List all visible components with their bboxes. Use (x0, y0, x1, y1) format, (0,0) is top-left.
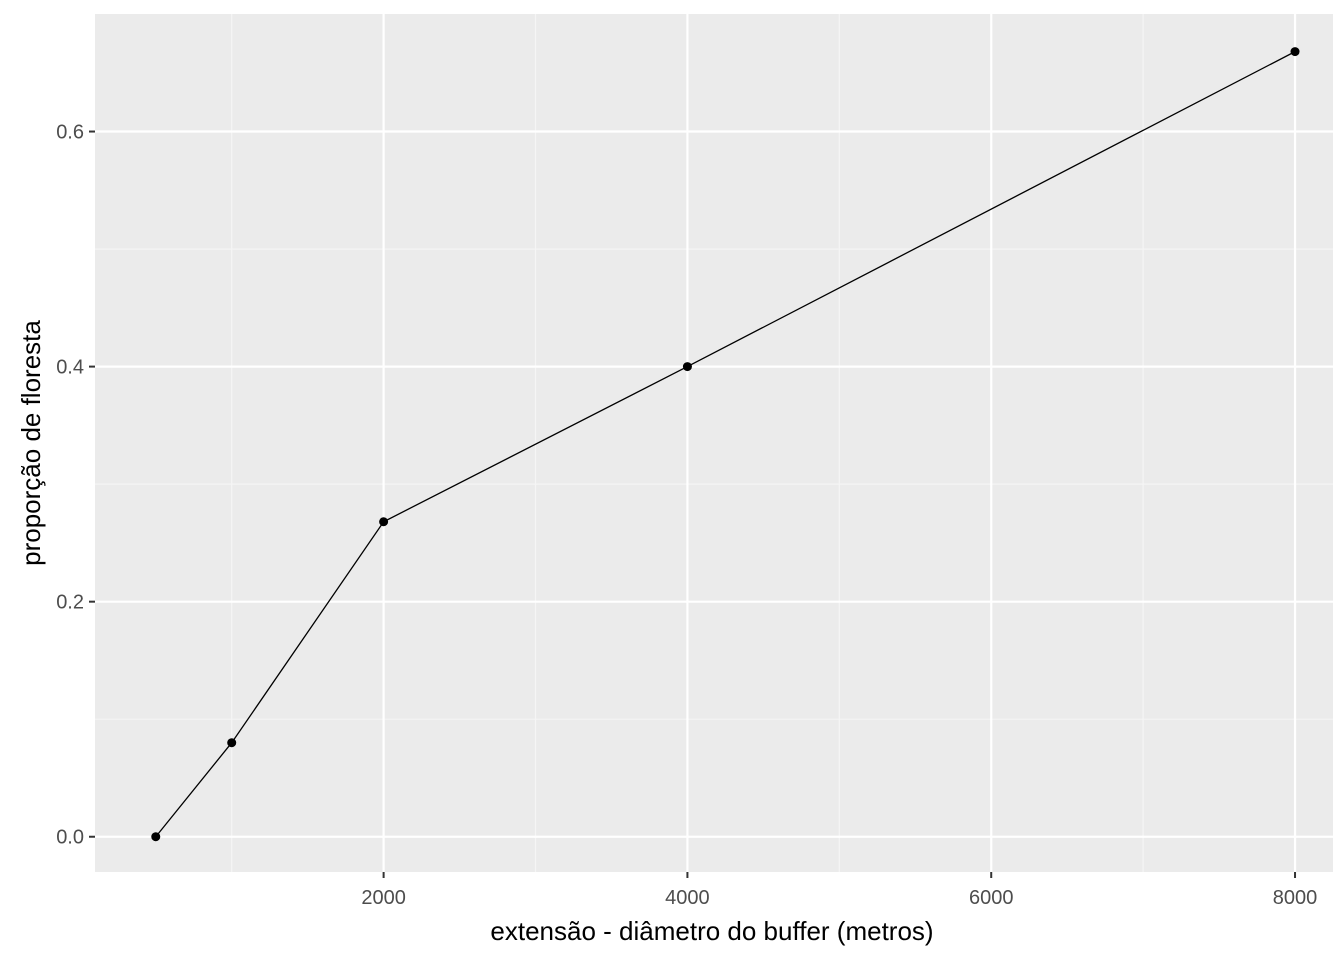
data-point-0 (151, 832, 161, 842)
data-point-1 (227, 738, 237, 748)
data-point-2 (379, 517, 389, 527)
x-tick-label-1: 4000 (665, 887, 710, 909)
x-axis-title: extensão - diâmetro do buffer (metros) (490, 916, 933, 946)
y-axis-title: proporção de floresta (16, 320, 46, 566)
y-tick-label-3: 0.6 (56, 122, 84, 144)
axis-ticks (89, 130, 1297, 878)
x-tick-label-2: 6000 (969, 887, 1014, 909)
major-gridlines (95, 14, 1333, 872)
x-tick-label-3: 8000 (1273, 887, 1318, 909)
y-tick-labels: 0.0 0.2 0.4 0.6 (56, 122, 84, 849)
data-series (151, 47, 1300, 842)
minor-gridlines (95, 14, 1333, 872)
data-point-4 (1290, 47, 1300, 57)
x-tick-labels: 2000 4000 6000 8000 (361, 887, 1317, 909)
y-tick-label-1: 0.2 (56, 592, 84, 614)
y-tick-label-0: 0.0 (56, 827, 84, 849)
y-tick-label-2: 0.4 (56, 357, 84, 379)
x-tick-label-0: 2000 (361, 887, 406, 909)
plot-panel (95, 14, 1333, 872)
data-point-3 (682, 362, 692, 372)
